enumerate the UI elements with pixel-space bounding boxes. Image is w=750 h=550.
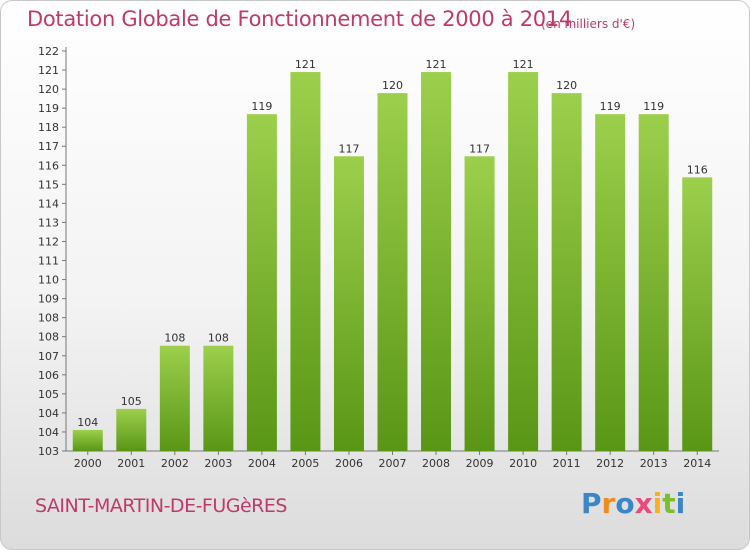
y-tick-label: 107 (38, 350, 59, 363)
x-tick-label: 2004 (248, 457, 276, 470)
logo-letter: i (675, 487, 686, 520)
value-label: 117 (469, 142, 490, 155)
x-tick-label: 2009 (466, 457, 494, 470)
x-tick-label: 2014 (683, 457, 711, 470)
x-tick-label: 2008 (422, 457, 450, 470)
y-tick-label: 122 (38, 45, 59, 58)
y-tick-label: 117 (38, 140, 59, 153)
x-tick-label: 2005 (291, 457, 319, 470)
bar-2002 (159, 345, 190, 451)
y-tick-label: 112 (38, 235, 59, 248)
logo-letter: P (581, 487, 602, 520)
x-tick-label: 2000 (74, 457, 102, 470)
y-tick-label: 110 (38, 274, 59, 287)
chart-bars (72, 72, 713, 452)
value-label: 121 (295, 58, 316, 71)
y-tick-label: 113 (38, 216, 59, 229)
logo-letter: i (652, 487, 663, 520)
x-tick-label: 2007 (379, 457, 407, 470)
value-label: 120 (382, 79, 403, 92)
y-tick-label: 119 (38, 102, 59, 115)
x-tick-label: 2010 (509, 457, 537, 470)
x-tick-label: 2003 (204, 457, 232, 470)
y-tick-label: 108 (38, 331, 59, 344)
y-tick-label: 115 (38, 178, 59, 191)
y-tick-label: 106 (38, 369, 59, 382)
x-tick-label: 2013 (640, 457, 668, 470)
value-label: 119 (643, 100, 664, 113)
value-label: 108 (208, 332, 229, 345)
y-tick-label: 116 (38, 159, 59, 172)
y-tick-label: 105 (38, 388, 59, 401)
value-label: 121 (513, 58, 534, 71)
bar-2000 (72, 429, 103, 451)
bar-2013 (638, 114, 669, 451)
logo-letter: x (634, 487, 653, 520)
bar-2007 (377, 93, 408, 452)
y-tick-label: 111 (38, 255, 59, 268)
commune-name: SAINT-MARTIN-DE-FUGèRES (35, 495, 287, 517)
y-tick-label: 104 (38, 407, 59, 420)
value-label: 121 (426, 58, 447, 71)
bar-2008 (421, 72, 452, 451)
value-label: 120 (556, 79, 577, 92)
bar-2005 (290, 72, 321, 451)
value-label: 117 (338, 142, 359, 155)
bar-2014 (682, 177, 713, 451)
bar-2006 (333, 156, 364, 451)
bar-2003 (203, 345, 234, 451)
chart-unit: (en milliers d'€) (541, 17, 636, 31)
y-tick-label: 121 (38, 64, 59, 77)
value-label: 119 (251, 100, 272, 113)
bar-2001 (116, 408, 147, 451)
value-label: 108 (164, 332, 185, 345)
x-tick-label: 2002 (161, 457, 189, 470)
y-tick-label: 103 (38, 445, 59, 458)
value-label: 104 (77, 416, 98, 429)
bar-2011 (551, 93, 582, 452)
value-label: 119 (600, 100, 621, 113)
logo-letter: o (615, 487, 635, 520)
x-tick-label: 2006 (335, 457, 363, 470)
y-tick-label: 118 (38, 121, 59, 134)
bar-2012 (595, 114, 626, 451)
value-label: 105 (121, 395, 142, 408)
chart-title: Dotation Globale de Fonctionnement de 20… (27, 7, 572, 31)
x-tick-label: 2001 (117, 457, 145, 470)
y-tick-label: 114 (38, 197, 59, 210)
proxiti-logo: Proxiti (581, 487, 685, 520)
chart-value-labels: 104 105 108 108 119 121 117 120 121 117 121 120 119 1… (77, 58, 707, 429)
y-tick-label: 109 (38, 293, 59, 306)
value-label: 116 (687, 163, 708, 176)
y-tick-label: 104 (38, 426, 59, 439)
x-tick-label: 2011 (553, 457, 581, 470)
bar-2004 (246, 114, 277, 451)
logo-letter: r (601, 487, 616, 520)
chart-axes: 103 104 104 105 106 107 108 108 109 110 111 112 113 1… (38, 45, 719, 470)
logo-letter: t (662, 487, 676, 520)
y-tick-label: 120 (38, 83, 59, 96)
bar-2009 (464, 156, 495, 451)
y-tick-label: 108 (38, 312, 59, 325)
x-tick-label: 2012 (596, 457, 624, 470)
bar-2010 (508, 72, 539, 451)
